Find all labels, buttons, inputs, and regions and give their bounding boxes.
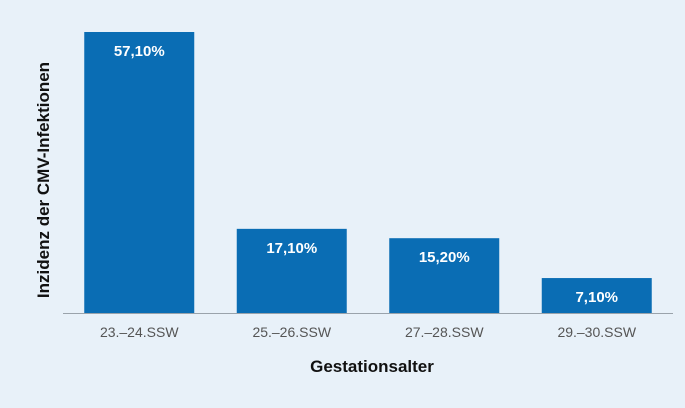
bar-4 — [541, 278, 652, 313]
x-tick-label-4: 29.–30.SSW — [557, 324, 636, 340]
data-label-4: 7,10% — [575, 289, 618, 306]
x-axis-label: Gestationsalter — [310, 357, 434, 376]
bar-2 — [236, 228, 347, 313]
y-axis-label: Inzidenz der CMV-Infektionen — [34, 62, 53, 298]
bar-3 — [389, 238, 500, 313]
data-label-3: 15,20% — [419, 249, 470, 266]
x-tick-label-2: 25.–26.SSW — [252, 324, 331, 340]
bar-1 — [84, 32, 195, 313]
x-tick-label-1: 23.–24.SSW — [100, 324, 179, 340]
bars-layer: 57,10% 17,10% 15,20% 7,10% — [84, 32, 652, 313]
data-label-2: 17,10% — [266, 240, 317, 257]
data-label-1: 57,10% — [114, 43, 165, 60]
x-tick-labels: 23.–24.SSW 25.–26.SSW 27.–28.SSW 29.–30.SSW — [100, 324, 637, 340]
x-tick-label-3: 27.–28.SSW — [405, 324, 484, 340]
